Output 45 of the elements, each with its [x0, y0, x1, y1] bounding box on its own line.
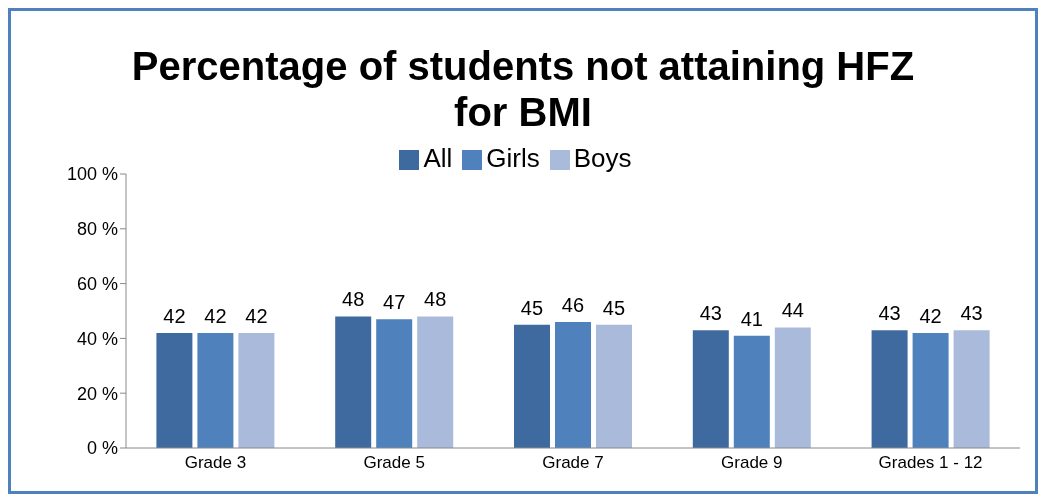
- bar: [197, 332, 234, 448]
- data-label: 44: [781, 299, 804, 322]
- y-tick-label: 80 %: [76, 219, 118, 240]
- bar: [417, 316, 454, 448]
- x-tick-label: Grades 1 - 12: [878, 453, 983, 473]
- bar: [238, 332, 275, 448]
- bar: [514, 324, 550, 448]
- bar: [335, 316, 372, 448]
- data-label: 42: [163, 304, 186, 327]
- y-tick-label: 60 %: [76, 273, 118, 294]
- bar: [774, 327, 811, 448]
- chart-title: Percentage of students not attaining HFZ for BMI: [130, 43, 916, 135]
- bar: [733, 335, 770, 448]
- x-tick-label: Grade 5: [363, 453, 425, 473]
- x-tick-label: Grade 3: [184, 453, 247, 473]
- legend-label: All: [423, 143, 453, 173]
- y-tick-label: 100 %: [66, 164, 118, 185]
- data-label: 42: [204, 304, 227, 327]
- data-label: 48: [342, 288, 365, 311]
- data-label: 42: [919, 304, 942, 327]
- bar: [871, 330, 908, 448]
- legend-label: Girls: [486, 143, 540, 173]
- x-tick-label: Grade 9: [721, 453, 783, 473]
- data-label: 45: [520, 296, 544, 319]
- legend-label: Boys: [573, 143, 632, 173]
- bar: [912, 332, 949, 448]
- data-label: 45: [602, 296, 626, 319]
- data-label: 43: [878, 302, 901, 325]
- data-label: 47: [383, 291, 406, 314]
- data-label: 43: [699, 302, 722, 325]
- data-label: 41: [740, 307, 763, 330]
- data-label: 48: [424, 288, 447, 311]
- bar: [596, 324, 632, 448]
- x-tick-label: Grade 7: [542, 453, 604, 473]
- bar: [692, 330, 729, 448]
- y-tick-label: 0 %: [86, 438, 118, 459]
- y-tick-label: 20 %: [76, 383, 118, 404]
- bar: [156, 332, 193, 448]
- bar: [953, 330, 990, 448]
- data-label: 42: [245, 304, 268, 327]
- bar: [555, 321, 591, 448]
- data-label: 43: [960, 302, 983, 325]
- y-tick-label: 40 %: [76, 328, 118, 349]
- data-label: 46: [561, 293, 585, 316]
- bar: [376, 319, 413, 448]
